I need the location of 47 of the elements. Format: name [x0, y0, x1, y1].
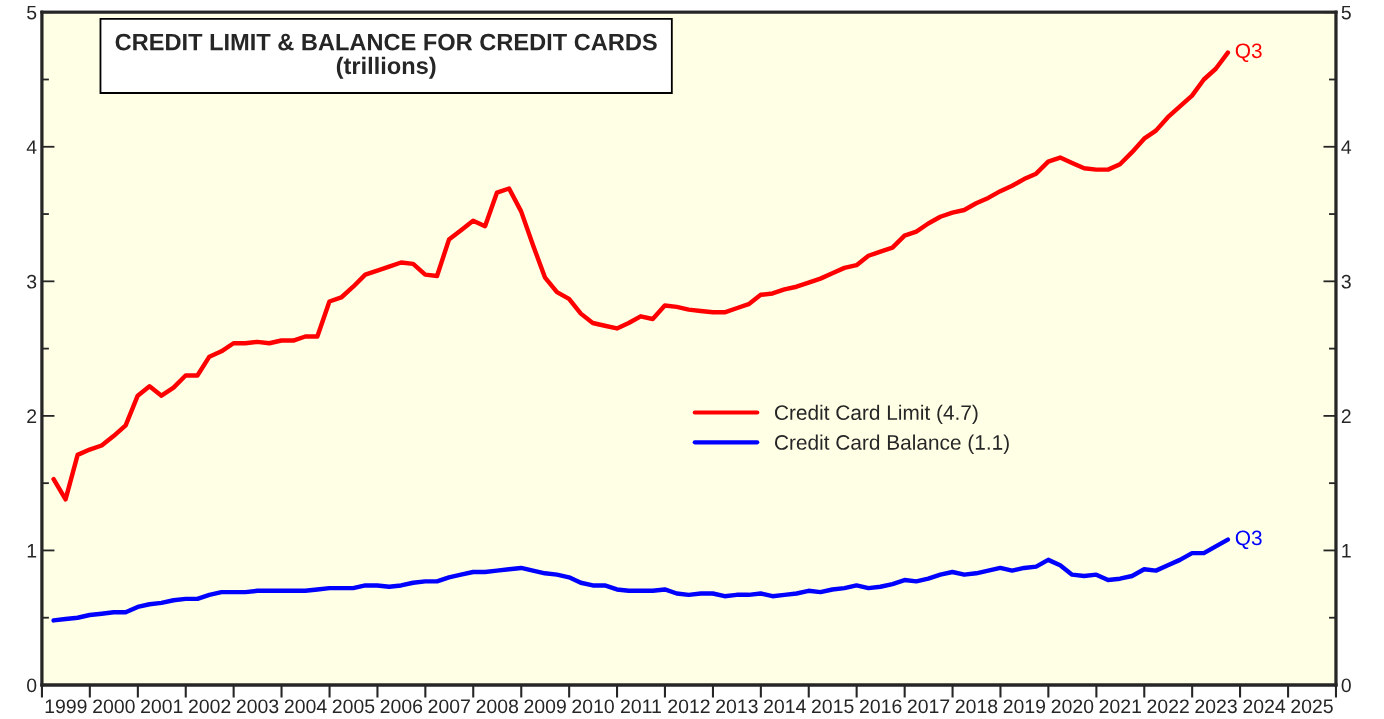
- x-tick-label: 2017: [907, 699, 950, 714]
- x-tick-label: 2022: [1147, 699, 1189, 714]
- x-tick-label: 2010: [572, 699, 614, 714]
- x-tick-label: 2024: [1243, 699, 1286, 714]
- x-tick-label: 2007: [428, 699, 470, 714]
- y2-tick-label: 4: [1341, 140, 1352, 154]
- x-tick-label: 2019: [1003, 699, 1046, 714]
- y-tick-label: 1: [27, 544, 37, 558]
- y2-tick-label: 5: [1341, 5, 1351, 20]
- x-tick-label: 2006: [380, 699, 423, 714]
- x-tick-label: 2015: [811, 699, 854, 714]
- x-tick-label: 2003: [236, 699, 279, 714]
- annotation: Q3: [1235, 530, 1262, 549]
- y-tick-label: 3: [27, 274, 37, 289]
- legend-label: Credit Card Limit (4.7): [774, 404, 978, 425]
- x-tick-label: 2014: [764, 699, 806, 714]
- legend-label: Credit Card Balance (1.1): [774, 434, 1009, 454]
- y-tick-label: 5: [27, 5, 37, 20]
- y2-tick-label: 1: [1342, 544, 1351, 558]
- y2-tick-label: 0: [1341, 678, 1351, 693]
- annotation: Q3: [1235, 43, 1262, 62]
- x-tick-label: 2001: [141, 699, 183, 714]
- x-tick-label: 2012: [668, 699, 710, 714]
- x-tick-label: 2013: [716, 699, 758, 714]
- y-tick-label: 0: [27, 678, 37, 693]
- x-tick-label: 1999: [45, 699, 87, 714]
- line-series: [51, 537, 1231, 623]
- x-tick-label: 2020: [1051, 699, 1094, 714]
- y-tick-label: 4: [26, 140, 37, 154]
- x-tick-label: 2000: [93, 699, 135, 714]
- x-tick-label: 2011: [621, 699, 661, 714]
- x-tick-label: 2002: [188, 699, 231, 714]
- x-tick-label: 2016: [860, 699, 902, 714]
- x-tick-label: 2021: [1099, 699, 1141, 714]
- y2-tick-label: 2: [1341, 409, 1351, 423]
- x-tick-label: 2005: [332, 699, 375, 714]
- text: CREDIT LIMIT & BALANCE FOR CREDIT CARDS: [115, 33, 657, 51]
- x-tick-label: 2025: [1291, 699, 1333, 714]
- x-tick-label: 2023: [1195, 699, 1237, 714]
- x-tick-label: 2008: [476, 699, 519, 714]
- y2-tick-label: 3: [1341, 274, 1351, 289]
- line-series: [51, 50, 1231, 502]
- y-tick-label: 2: [27, 409, 37, 423]
- x-tick-label: 2004: [284, 699, 327, 714]
- x-tick-label: 2009: [524, 699, 566, 714]
- text: (trillions): [336, 56, 436, 79]
- x-tick-label: 2018: [955, 699, 998, 714]
